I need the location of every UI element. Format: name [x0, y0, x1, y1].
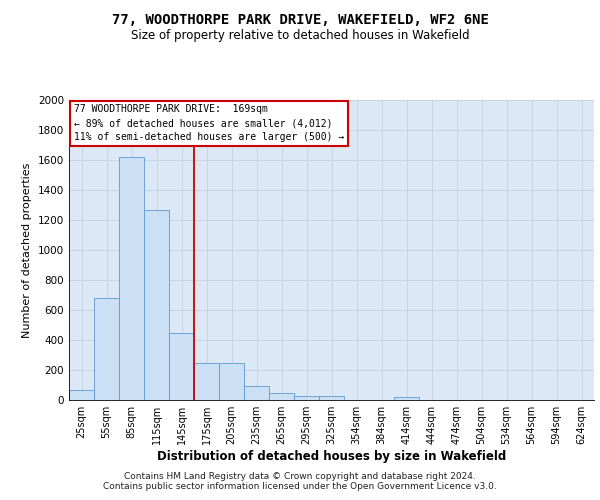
Text: Contains public sector information licensed under the Open Government Licence v3: Contains public sector information licen… — [103, 482, 497, 491]
Bar — [294, 396, 319, 400]
Y-axis label: Number of detached properties: Number of detached properties — [22, 162, 32, 338]
Bar — [319, 396, 344, 400]
Bar — [244, 386, 269, 400]
Bar — [144, 210, 169, 400]
Bar — [69, 390, 94, 400]
Text: 77 WOODTHORPE PARK DRIVE:  169sqm
← 89% of detached houses are smaller (4,012)
1: 77 WOODTHORPE PARK DRIVE: 169sqm ← 89% o… — [74, 104, 344, 142]
Bar — [169, 332, 194, 400]
Text: 77, WOODTHORPE PARK DRIVE, WAKEFIELD, WF2 6NE: 77, WOODTHORPE PARK DRIVE, WAKEFIELD, WF… — [112, 12, 488, 26]
Bar — [269, 392, 294, 400]
Bar — [119, 157, 144, 400]
Text: Size of property relative to detached houses in Wakefield: Size of property relative to detached ho… — [131, 29, 469, 42]
X-axis label: Distribution of detached houses by size in Wakefield: Distribution of detached houses by size … — [157, 450, 506, 463]
Bar — [94, 298, 119, 400]
Bar — [219, 363, 244, 400]
Bar — [394, 397, 419, 400]
Bar — [194, 363, 219, 400]
Text: Contains HM Land Registry data © Crown copyright and database right 2024.: Contains HM Land Registry data © Crown c… — [124, 472, 476, 481]
